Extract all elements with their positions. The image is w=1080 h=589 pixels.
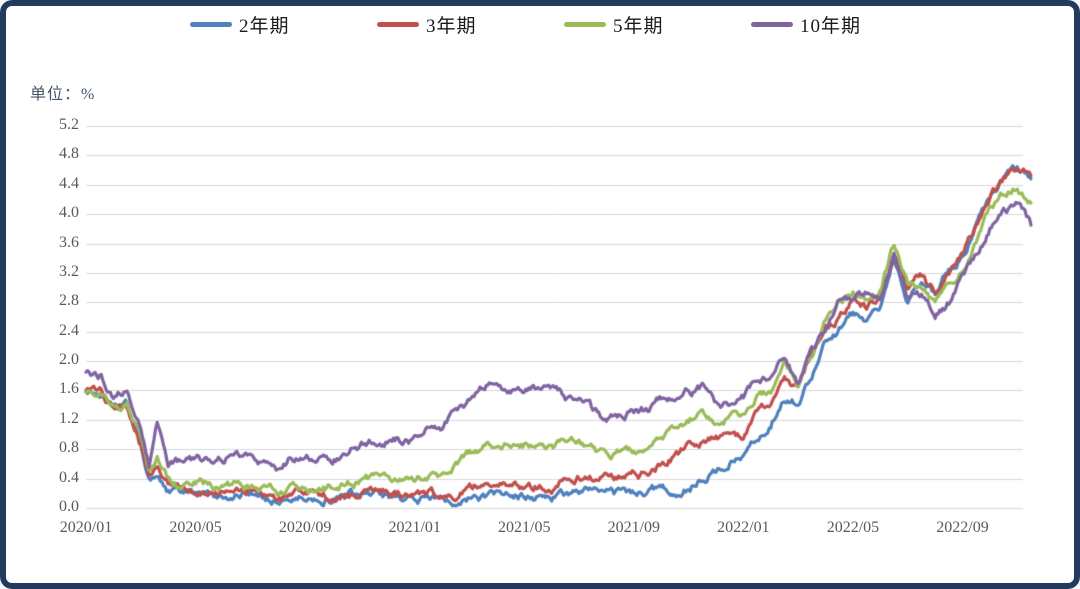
x-tick-label: 2022/05	[826, 519, 880, 536]
y-tick-label: 2.8	[59, 292, 79, 310]
legend-item-5y: 5年期	[564, 11, 751, 38]
x-tick-label: 2021/09	[607, 519, 661, 536]
y-tick-label: 4.4	[59, 174, 79, 192]
legend-label: 5年期	[613, 16, 664, 37]
legend-swatch-3y	[377, 22, 419, 27]
legend-item-3y: 3年期	[377, 11, 564, 38]
legend-swatch-2y	[190, 22, 232, 27]
x-tick-label: 2022/01	[717, 519, 770, 536]
x-tick-label: 2020/05	[169, 519, 222, 536]
y-tick-label: 3.2	[59, 262, 79, 280]
y-tick-label: 1.2	[59, 409, 79, 427]
unit-label: 单位：%	[30, 86, 96, 103]
x-tick-label: 2021/01	[388, 519, 441, 536]
x-tick-label: 2022/09	[936, 519, 989, 536]
legend: 2年期 3年期 5年期 10年期	[190, 11, 938, 38]
y-tick-label: 5.2	[59, 116, 79, 133]
legend-item-10y: 10年期	[751, 11, 938, 38]
y-tick-label: 3.6	[59, 233, 79, 251]
x-tick-label: 2021/05	[498, 519, 551, 536]
legend-label: 3年期	[426, 16, 477, 37]
y-tick-label: 1.6	[59, 380, 79, 398]
y-tick-label: 0.4	[59, 468, 79, 486]
y-tick-label: 4.8	[59, 145, 79, 163]
legend-swatch-10y	[751, 22, 793, 27]
x-tick-label: 2020/01	[59, 519, 113, 536]
legend-label: 2年期	[239, 16, 290, 37]
y-tick-label: 2.0	[59, 351, 79, 369]
legend-item-2y: 2年期	[190, 11, 377, 38]
legend-swatch-5y	[564, 22, 606, 27]
y-tick-label: 0.0	[59, 498, 79, 515]
y-tick-label: 2.4	[59, 321, 79, 339]
legend-label: 10年期	[800, 16, 862, 37]
y-tick-label: 4.0	[59, 204, 79, 222]
x-tick-label: 2020/09	[278, 519, 332, 536]
y-tick-label: 0.8	[59, 439, 79, 457]
